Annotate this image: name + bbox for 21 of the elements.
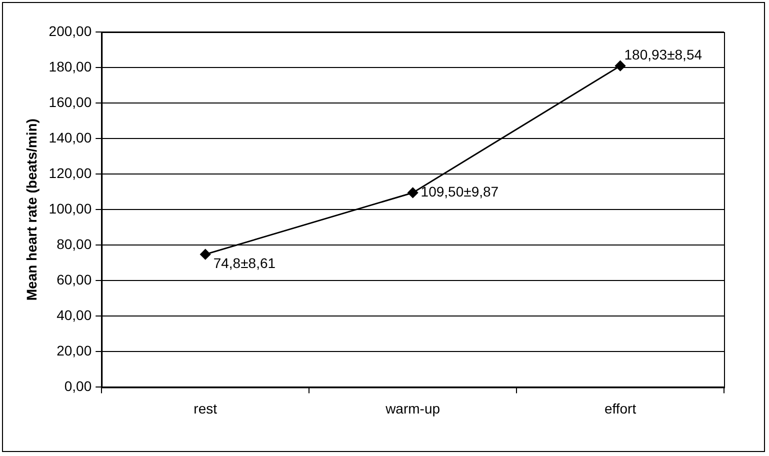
- data-label: 74,8±8,61: [213, 255, 276, 272]
- y-tick-label: 0,00: [64, 378, 92, 394]
- y-tick-label: 100,00: [48, 200, 92, 216]
- data-label: 180,93±8,54: [624, 46, 702, 63]
- x-tick-label: rest: [194, 400, 218, 416]
- y-tick-label: 20,00: [56, 342, 92, 359]
- x-tick-label: warm-up: [384, 400, 440, 416]
- y-tick-label: 200,00: [48, 22, 92, 39]
- x-tick-label: effort: [604, 400, 636, 416]
- y-tick-label: 40,00: [56, 307, 92, 324]
- point: [200, 249, 211, 260]
- y-tick-label: 180,00: [48, 58, 92, 74]
- point: [408, 187, 418, 198]
- y-tick-label: 140,00: [48, 129, 92, 146]
- data-label: 109,50±9,87: [420, 184, 499, 200]
- y-tick-label: 60,00: [56, 272, 92, 288]
- point: [615, 60, 626, 72]
- y-tick-label: 80,00: [56, 236, 92, 252]
- y-tick-label: 120,00: [48, 164, 92, 181]
- y-axis-title: Mean heart rate (beats/min): [23, 118, 40, 301]
- y-tick-label: 160,00: [48, 94, 92, 110]
